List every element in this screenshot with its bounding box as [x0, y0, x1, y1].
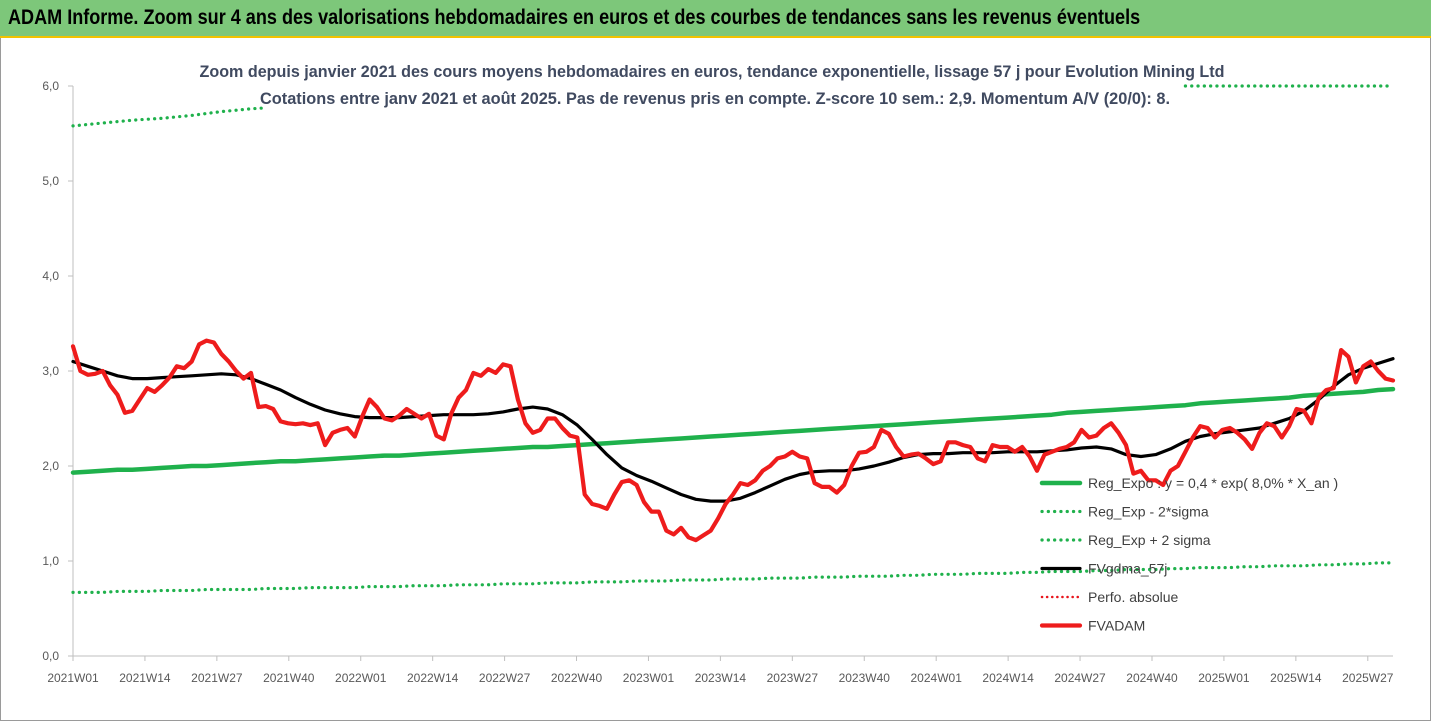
- legend-label: FVgdma_57j: [1088, 561, 1167, 577]
- x-tick-label: 2024W14: [982, 671, 1034, 685]
- banner-title: ADAM Informe. Zoom sur 4 ans des valoris…: [8, 6, 1141, 29]
- y-tick-label: 0,0: [42, 649, 59, 663]
- legend-label: FVADAM: [1088, 618, 1145, 634]
- x-tick-label: 2023W40: [839, 671, 891, 685]
- x-tick-label: 2022W40: [551, 671, 603, 685]
- y-tick-label: 6,0: [42, 79, 59, 93]
- y-tick-label: 1,0: [42, 554, 59, 568]
- x-tick-label: 2025W14: [1270, 671, 1322, 685]
- chart-title: Zoom depuis janvier 2021 des cours moyen…: [200, 63, 1225, 81]
- reg-exp-plus-2sigma-line: [71, 106, 268, 128]
- legend-label: Reg_Exp - 2*sigma: [1088, 504, 1209, 520]
- x-tick-label: 2021W01: [47, 671, 99, 685]
- y-tick-label: 4,0: [42, 269, 59, 283]
- y-tick-label: 5,0: [42, 174, 59, 188]
- fvgdma-57j-line: [71, 357, 1395, 503]
- fvadam-line: [70, 338, 1396, 543]
- plot-area: [70, 84, 1396, 594]
- x-tick-label: 2025W01: [1198, 671, 1250, 685]
- x-tick-label: 2024W40: [1126, 671, 1178, 685]
- x-tick-label: 2022W27: [479, 671, 531, 685]
- x-tick-label: 2021W27: [191, 671, 243, 685]
- reg-exp-minus-2sigma-line: [71, 561, 1395, 594]
- price-chart: Zoom depuis janvier 2021 des cours moyen…: [42, 63, 1396, 685]
- legend-label: Perfo. absolue: [1088, 589, 1178, 605]
- legend-label: Reg_Exp + 2 sigma: [1088, 532, 1211, 548]
- x-tick-label: 2023W27: [767, 671, 819, 685]
- x-axis: 2021W01 2021W14 2021W27 2021W40 2022W01 2022W…: [47, 655, 1394, 685]
- legend: Reg_Expo : y = 0,4 * exp( 8,0% * X_an ) R…: [1039, 475, 1338, 634]
- y-tick-label: 3,0: [42, 364, 59, 378]
- x-tick-label: 2025W27: [1342, 671, 1394, 685]
- x-tick-label: 2024W01: [911, 671, 963, 685]
- y-tick-label: 2,0: [42, 459, 59, 473]
- reg-expo-line: [70, 386, 1396, 475]
- x-tick-label: 2023W01: [623, 671, 675, 685]
- report-banner: ADAM Informe. Zoom sur 4 ans des valoris…: [0, 0, 1431, 38]
- y-axis: 0,0 1,0 2,0 3,0 4,0 5,0 6,0: [42, 79, 74, 663]
- x-tick-label: 2022W14: [407, 671, 459, 685]
- x-tick-label: 2021W14: [119, 671, 171, 685]
- legend-label: Reg_Expo : y = 0,4 * exp( 8,0% * X_an ): [1088, 475, 1338, 491]
- x-tick-label: 2024W27: [1054, 671, 1106, 685]
- chart-subtitle: Cotations entre janv 2021 et août 2025. …: [260, 90, 1170, 108]
- x-tick-label: 2023W14: [695, 671, 747, 685]
- x-tick-label: 2022W01: [335, 671, 387, 685]
- x-tick-label: 2021W40: [263, 671, 315, 685]
